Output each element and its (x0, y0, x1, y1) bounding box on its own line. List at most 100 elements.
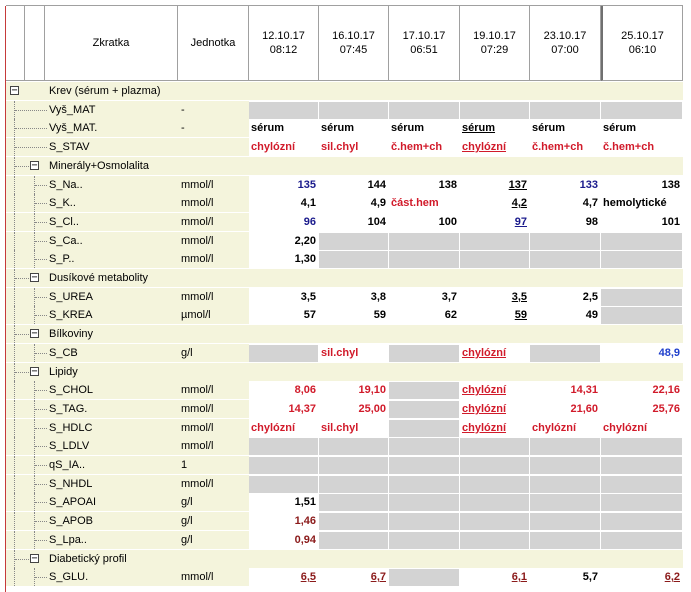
column-header-date-1[interactable]: 12.10.17 08:12 (249, 6, 319, 81)
group-row[interactable]: − Dusíkové metabolity (6, 269, 683, 287)
result-cell[interactable]: 100 (389, 213, 460, 231)
result-cell[interactable]: sérum (319, 120, 389, 138)
result-cell[interactable]: 133 (530, 176, 601, 194)
result-cell[interactable]: 144 (319, 176, 389, 194)
table-row[interactable]: S_P.. mmol/l 1,30 (6, 250, 683, 269)
result-cell[interactable]: 49 (530, 307, 601, 325)
table-row[interactable]: S_CB g/l sil.chyl chylózní 48,9 (6, 343, 683, 362)
collapse-toggle-icon[interactable]: − (30, 272, 39, 283)
table-row[interactable]: S_Cl.. mmol/l 96 104 100 97 98 101 (6, 212, 683, 231)
result-cell[interactable]: sérum (601, 120, 683, 138)
group-row[interactable]: − Krev (sérum + plazma) (6, 82, 683, 100)
table-row[interactable]: S_APOAI g/l 1,51 (6, 493, 683, 512)
result-cell[interactable]: 104 (319, 213, 389, 231)
table-row[interactable]: S_LDLV mmol/l (6, 437, 683, 456)
result-cell[interactable]: 3,5 (460, 288, 530, 306)
column-header-date-4[interactable]: 19.10.17 07:29 (460, 6, 530, 81)
result-cell[interactable]: 22,16 (601, 382, 683, 400)
result-cell[interactable]: 19,10 (319, 382, 389, 400)
result-cell[interactable]: 59 (460, 307, 530, 325)
result-cell[interactable]: 25,00 (319, 400, 389, 418)
result-cell[interactable]: 6,1 (460, 569, 530, 587)
result-cell[interactable]: 62 (389, 307, 460, 325)
result-cell[interactable]: chylózní (530, 419, 601, 437)
group-row[interactable]: − Lipidy (6, 362, 683, 381)
result-cell[interactable]: sil.chyl (319, 419, 389, 437)
collapse-toggle-icon[interactable]: − (30, 159, 39, 171)
result-cell[interactable]: 21,60 (530, 400, 601, 418)
column-header-date-2[interactable]: 16.10.17 07:45 (319, 6, 389, 81)
table-row[interactable]: S_APOB g/l 1,46 (6, 512, 683, 531)
result-cell[interactable]: sil.chyl (319, 139, 389, 157)
result-cell[interactable]: 138 (389, 176, 460, 194)
result-cell[interactable]: 135 (249, 176, 319, 194)
result-cell[interactable]: 4,7 (530, 195, 601, 213)
result-cell[interactable]: 4,2 (460, 195, 530, 213)
table-row[interactable]: S_STAV chylózní sil.chyl č.hem+ch chylózní č.… (6, 138, 683, 157)
result-cell[interactable]: 3,8 (319, 288, 389, 306)
result-cell[interactable]: 98 (530, 213, 601, 231)
result-cell[interactable]: 4,9 (319, 195, 389, 213)
column-header-zkratka[interactable]: Zkratka (45, 6, 178, 81)
result-cell[interactable]: 48,9 (601, 344, 683, 362)
result-cell[interactable]: chylózní (249, 419, 319, 437)
result-cell[interactable]: 59 (319, 307, 389, 325)
result-cell[interactable]: 6,7 (319, 569, 389, 587)
table-row[interactable]: S_KREA µmol/l 57 59 62 59 49 (6, 306, 683, 325)
result-cell[interactable]: 57 (249, 307, 319, 325)
result-cell[interactable]: 1,30 (249, 251, 319, 269)
result-cell[interactable]: 101 (601, 213, 683, 231)
result-cell[interactable]: část.hem (389, 195, 460, 213)
result-cell[interactable]: 14,37 (249, 400, 319, 418)
collapse-toggle-icon[interactable]: − (30, 552, 39, 564)
table-row[interactable]: Vyš_MAT - (6, 100, 683, 119)
collapse-toggle-icon[interactable]: − (10, 85, 19, 96)
result-cell[interactable]: 96 (249, 213, 319, 231)
result-cell[interactable]: 137 (460, 176, 530, 194)
result-cell[interactable]: č.hem+ch (530, 139, 601, 157)
result-cell[interactable]: 6,2 (601, 569, 683, 587)
group-row[interactable]: − Minerály+Osmolalita (6, 156, 683, 175)
table-row[interactable]: S_CHOL mmol/l 8,06 19,10 chylózní 14,31 22,16 (6, 381, 683, 400)
result-cell[interactable]: 3,7 (389, 288, 460, 306)
result-cell[interactable]: č.hem+ch (601, 139, 683, 157)
table-row[interactable]: S_Lpa.. g/l 0,94 (6, 530, 683, 549)
result-cell[interactable]: 138 (601, 176, 683, 194)
result-cell[interactable]: chylózní (601, 419, 683, 437)
result-cell[interactable]: 8,06 (249, 382, 319, 400)
result-cell[interactable]: chylózní (460, 344, 530, 362)
result-cell[interactable]: sérum (530, 120, 601, 138)
column-header-jednotka[interactable]: Jednotka (178, 6, 249, 81)
table-row[interactable]: S_GLU. mmol/l 6,5 6,7 6,1 5,7 6,2 (6, 568, 683, 587)
result-cell[interactable]: sérum (249, 120, 319, 138)
group-row[interactable]: − Bílkoviny (6, 325, 683, 344)
table-row[interactable]: S_Na.. mmol/l 135 144 138 137 133 138 (6, 175, 683, 194)
result-cell[interactable]: chylózní (460, 419, 530, 437)
result-cell[interactable]: 1,51 (249, 494, 319, 512)
table-row[interactable]: S_TAG. mmol/l 14,37 25,00 chylózní 21,60 25,76 (6, 399, 683, 418)
result-cell[interactable]: 4,1 (249, 195, 319, 213)
column-header-date-3[interactable]: 17.10.17 06:51 (389, 6, 460, 81)
result-cell[interactable]: 2,20 (249, 232, 319, 250)
result-cell[interactable]: 0,94 (249, 531, 319, 549)
table-row[interactable]: S_K.. mmol/l 4,1 4,9 část.hem 4,2 4,7 hemolytic… (6, 194, 683, 213)
result-cell[interactable]: hemolytické (601, 195, 683, 213)
result-cell[interactable]: 14,31 (530, 382, 601, 400)
collapse-toggle-icon[interactable]: − (30, 328, 39, 340)
result-cell[interactable]: 97 (460, 213, 530, 231)
collapse-toggle-icon[interactable]: − (30, 365, 39, 377)
result-cell[interactable]: chylózní (249, 139, 319, 157)
result-cell[interactable]: 5,7 (530, 569, 601, 587)
table-row[interactable]: S_Ca.. mmol/l 2,20 (6, 231, 683, 250)
result-cell[interactable]: 3,5 (249, 288, 319, 306)
result-cell[interactable]: sérum (389, 120, 460, 138)
group-row[interactable]: − Diabetický profil (6, 549, 683, 568)
result-cell[interactable]: chylózní (460, 382, 530, 400)
result-cell[interactable]: sérum (460, 120, 530, 138)
table-row[interactable]: qS_IA.. 1 (6, 456, 683, 474)
table-row[interactable]: Vyš_MAT. - sérum sérum sérum sérum sérum sérum (6, 119, 683, 138)
result-cell[interactable]: č.hem+ch (389, 139, 460, 157)
result-cell[interactable]: 2,5 (530, 288, 601, 306)
result-cell[interactable]: chylózní (460, 400, 530, 418)
table-row[interactable]: S_HDLC mmol/l chylózní sil.chyl chylózní chyl… (6, 418, 683, 437)
